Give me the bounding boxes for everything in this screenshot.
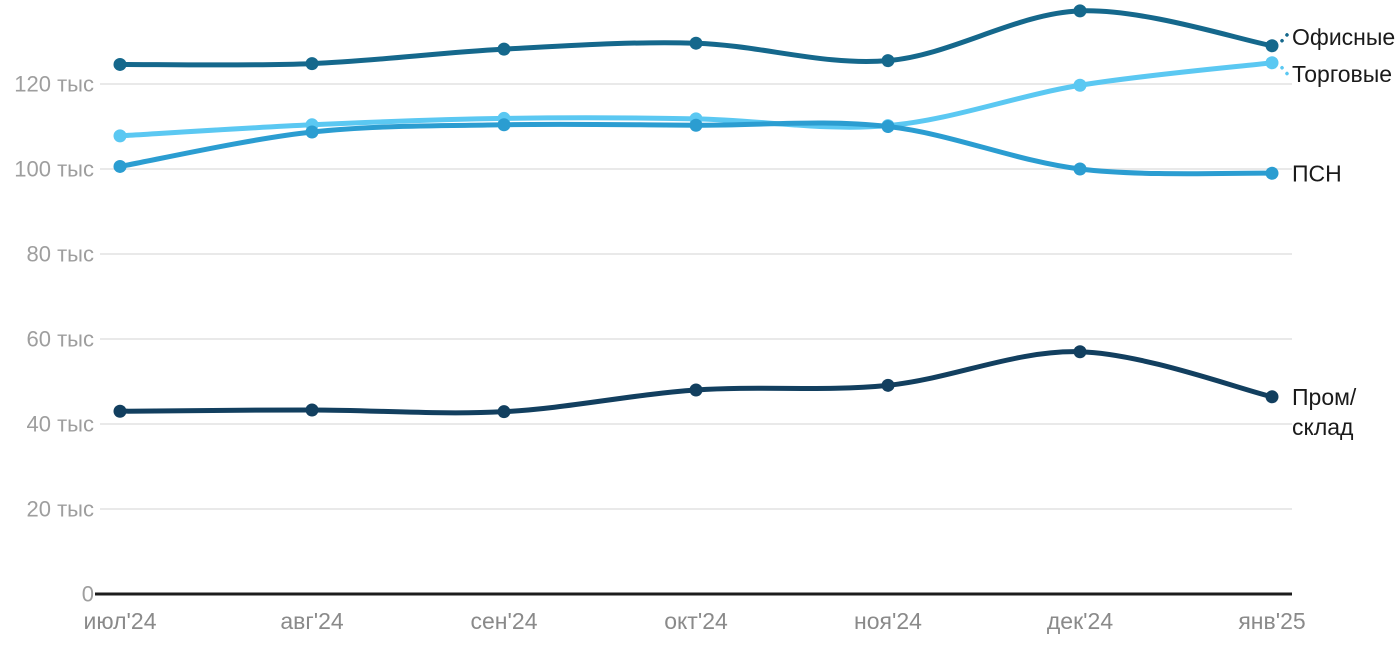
y-tick-label: 120 тыс [14, 72, 94, 97]
y-tick-label: 80 тыс [27, 242, 94, 267]
series-point-пром-склад[interactable] [689, 383, 703, 397]
series-point-псн[interactable] [689, 118, 703, 132]
x-tick-label: янв'25 [1238, 608, 1305, 634]
series-point-торговые[interactable] [113, 129, 127, 143]
x-tick-label: ноя'24 [854, 608, 922, 634]
series-point-офисные[interactable] [305, 57, 319, 71]
series-point-офисные[interactable] [881, 54, 895, 68]
series-point-офисные[interactable] [1265, 39, 1279, 53]
series-point-торговые[interactable] [1265, 56, 1279, 70]
x-tick-label: дек'24 [1047, 608, 1113, 634]
series-point-псн[interactable] [881, 120, 895, 133]
series-line-пром-склад [117, 349, 1275, 416]
series-point-псн[interactable] [113, 159, 127, 173]
leader-dots-торговые [1280, 66, 1290, 77]
series-point-пром-склад[interactable] [305, 403, 319, 417]
series-point-пром-склад[interactable] [1073, 345, 1087, 359]
series-label-псн: ПСН [1292, 160, 1342, 186]
series-label-торговые: Торговые [1292, 61, 1392, 87]
series-point-пром-склад[interactable] [497, 405, 511, 419]
series-point-торговые[interactable] [1073, 78, 1087, 92]
x-tick-label: авг'24 [280, 608, 344, 634]
x-tick-label: окт'24 [664, 608, 728, 634]
series-point-офисные[interactable] [497, 42, 511, 56]
y-tick-label: 100 тыс [14, 157, 94, 182]
series-point-пром-склад[interactable] [1265, 390, 1279, 404]
series-point-псн[interactable] [305, 125, 319, 139]
series-point-псн[interactable] [1073, 162, 1087, 176]
series-label-пром-склад: склад [1292, 414, 1354, 440]
series-label-пром-склад: Пром/ [1292, 384, 1357, 410]
y-tick-label: 20 тыс [27, 497, 94, 522]
y-tick-label: 60 тыс [27, 327, 94, 352]
series-label-офисные: Офисные [1292, 24, 1395, 50]
series-point-псн[interactable] [497, 118, 511, 132]
series-point-офисные[interactable] [113, 57, 127, 71]
y-tick-label: 40 тыс [27, 412, 94, 437]
x-tick-label: сен'24 [471, 608, 538, 634]
series-point-пром-склад[interactable] [113, 404, 127, 418]
x-tick-label: июл'24 [84, 608, 157, 634]
series-point-пром-склад[interactable] [881, 378, 895, 392]
y-tick-label: 0 [82, 582, 94, 607]
series-point-офисные[interactable] [1073, 4, 1087, 18]
leader-dots-офисные [1280, 32, 1290, 43]
series-point-псн[interactable] [1265, 166, 1279, 180]
series-point-офисные[interactable] [689, 36, 703, 50]
